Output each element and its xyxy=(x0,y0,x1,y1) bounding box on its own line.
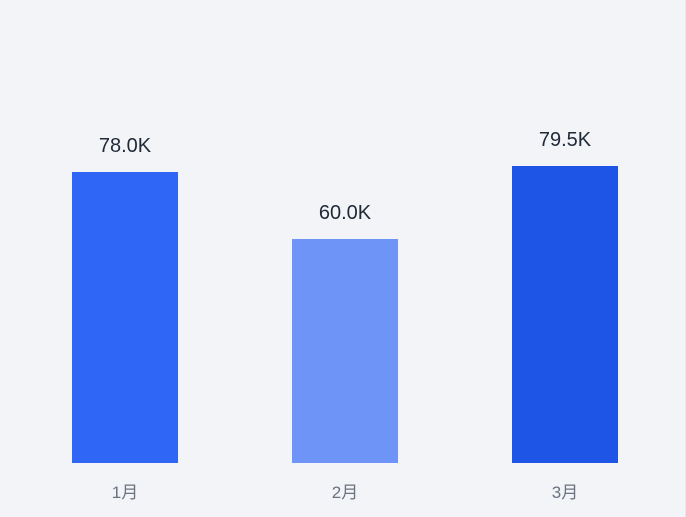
bar-rect xyxy=(512,166,618,463)
x-axis: 1月 2月 3月 xyxy=(0,463,685,517)
x-axis-label: 2月 xyxy=(332,478,358,503)
bar-rect xyxy=(292,239,398,463)
bar: 79.5K xyxy=(512,129,618,463)
bar: 78.0K xyxy=(72,135,178,463)
x-axis-label: 3月 xyxy=(552,478,578,503)
bar: 60.0K xyxy=(292,202,398,463)
x-axis-label: 1月 xyxy=(112,478,138,503)
bar-chart: 78.0K 60.0K 79.5K 1月 2月 3月 xyxy=(0,0,686,517)
bar-rect xyxy=(72,172,178,463)
plot-area: 78.0K 60.0K 79.5K xyxy=(0,30,685,463)
bar-value-label: 78.0K xyxy=(99,135,151,158)
bar-value-label: 60.0K xyxy=(319,202,371,225)
bar-value-label: 79.5K xyxy=(539,129,591,152)
